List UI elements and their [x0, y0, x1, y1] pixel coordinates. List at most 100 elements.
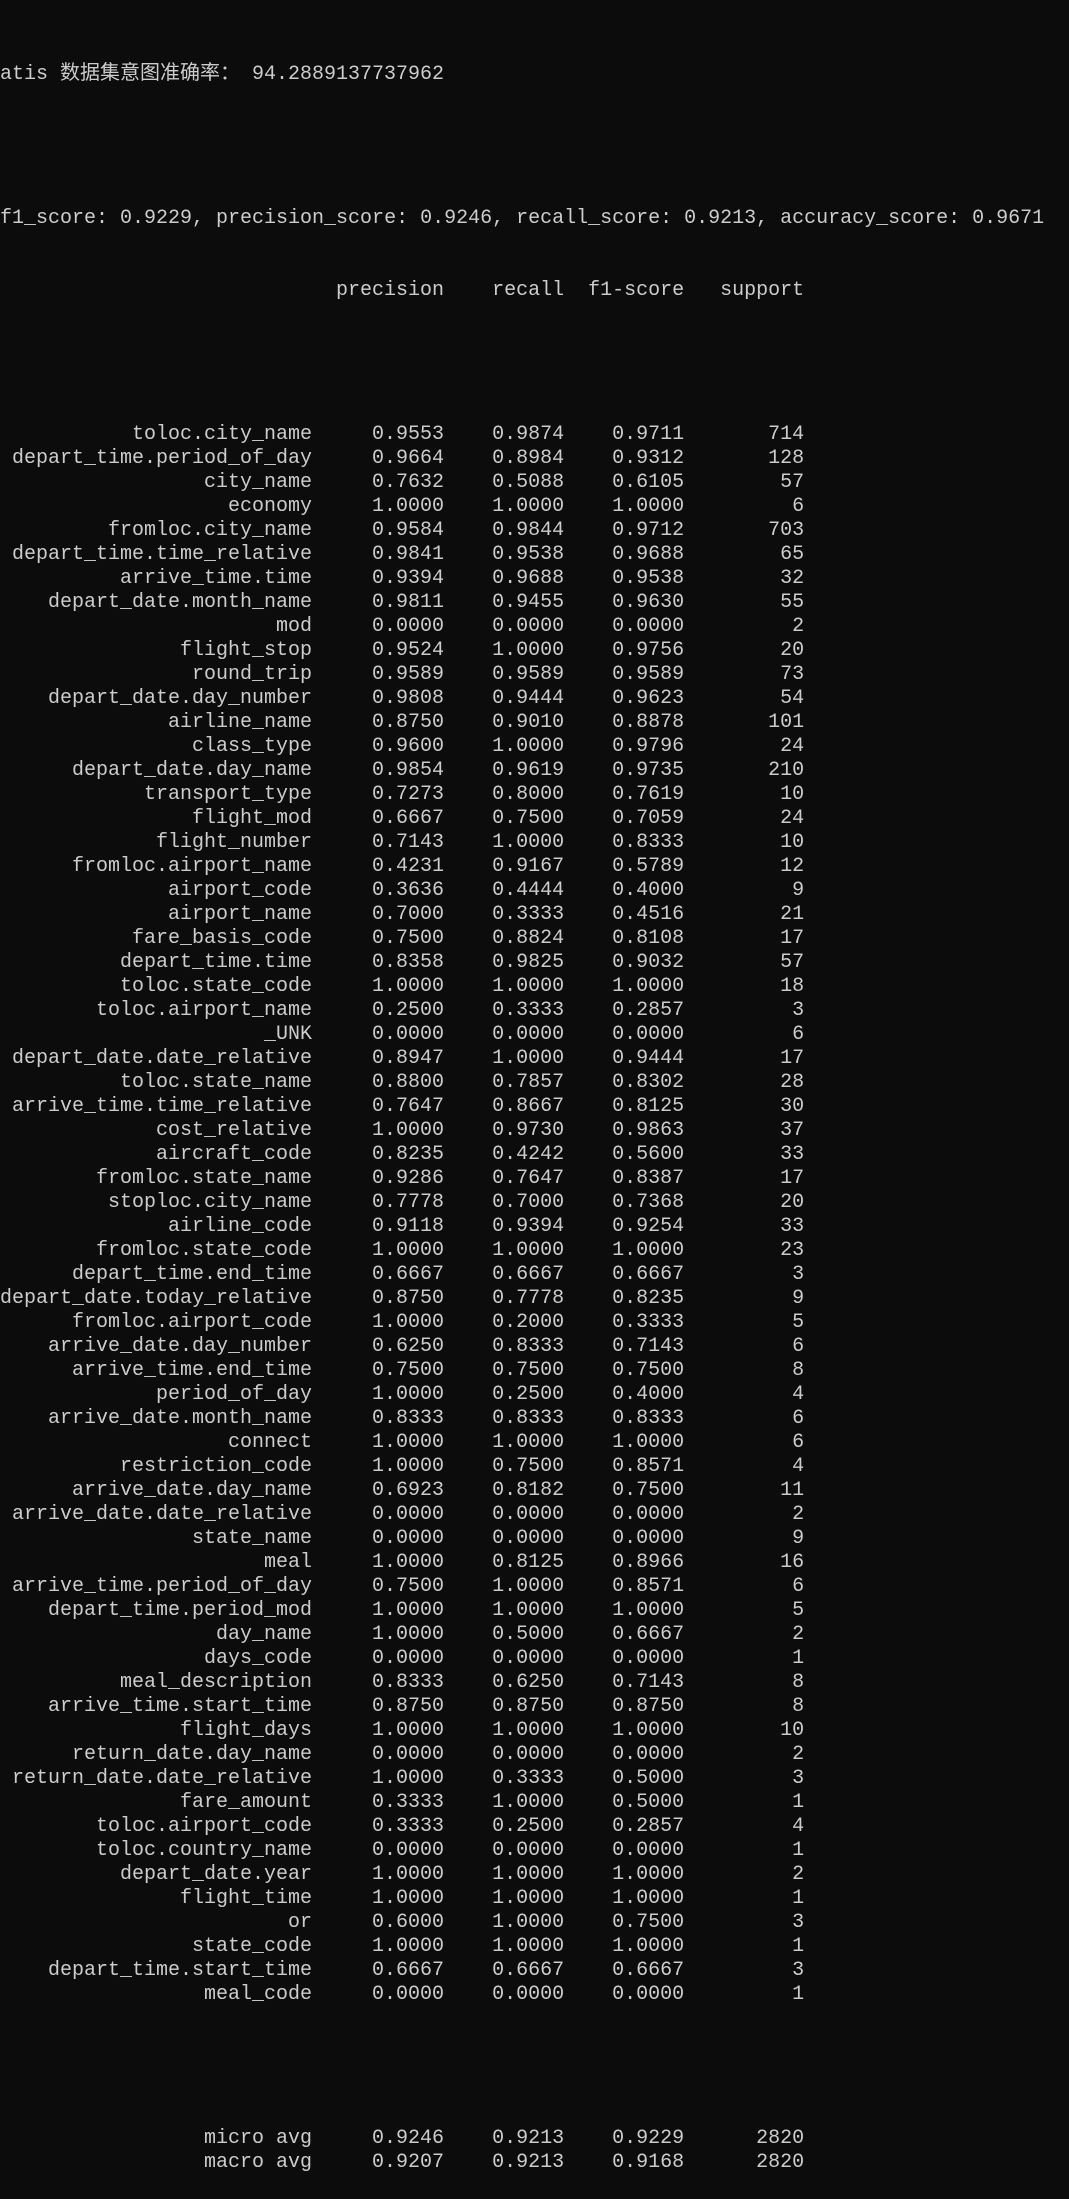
cell-label: micro avg — [204, 2127, 313, 2150]
cell-support: 5 — [792, 1311, 805, 1334]
cell-precision: 0.2500 — [372, 999, 445, 1022]
cell-recall: 1.0000 — [492, 831, 565, 854]
cell-label: meal — [264, 1551, 313, 1574]
cell-recall: 0.9213 — [492, 2127, 565, 2150]
cell-support: 9 — [792, 1287, 805, 1310]
cell-support: 11 — [780, 1479, 805, 1502]
cell-precision: 1.0000 — [372, 1551, 445, 1574]
table-row: airline_code 0.9118 0.9394 0.9254 33 — [0, 1215, 1069, 1239]
cell-support: 1 — [792, 1839, 805, 1862]
cell-support: 30 — [780, 1095, 805, 1118]
cell-support: 6 — [792, 1407, 805, 1430]
cell-label: toloc.state_code — [120, 975, 313, 998]
cell-support: 8 — [792, 1695, 805, 1718]
cell-f1-score: 0.0000 — [612, 1647, 685, 1670]
cell-label: arrive_time.end_time — [72, 1359, 313, 1382]
cell-f1-score: 0.4000 — [612, 1383, 685, 1406]
cell-recall: 0.7500 — [492, 1359, 565, 1382]
cell-precision: 0.6000 — [372, 1911, 445, 1934]
table-row: airport_code 0.3636 0.4444 0.4000 9 — [0, 879, 1069, 903]
cell-f1-score: 0.0000 — [612, 615, 685, 638]
table-row: arrive_date.month_name 0.8333 0.8333 0.8333… — [0, 1407, 1069, 1431]
cell-precision: 0.9553 — [372, 423, 445, 446]
cell-label: arrive_date.date_relative — [11, 1503, 313, 1526]
cell-label: depart_date.date_relative — [11, 1047, 313, 1070]
table-row: toloc.state_code 1.0000 1.0000 1.0000 18 — [0, 975, 1069, 999]
summary-line: f1_score: 0.9229, precision_score: 0.924… — [0, 207, 1045, 230]
cell-support: 2 — [792, 1623, 805, 1646]
cell-f1-score: 0.4000 — [612, 879, 685, 902]
table-row: depart_time.time 0.8358 0.9825 0.9032 57 — [0, 951, 1069, 975]
cell-precision: 0.7632 — [372, 471, 445, 494]
cell-support: 8 — [792, 1671, 805, 1694]
table-row: airport_name 0.7000 0.3333 0.4516 21 — [0, 903, 1069, 927]
cell-f1-score: 0.0000 — [612, 1023, 685, 1046]
cell-f1-score: 0.9589 — [612, 663, 685, 686]
cell-recall: 0.0000 — [492, 1527, 565, 1550]
cell-precision: 0.9286 — [372, 1167, 445, 1190]
table-row: arrive_time.end_time 0.7500 0.7500 0.7500 8 — [0, 1359, 1069, 1383]
cell-f1-score: 0.0000 — [612, 1503, 685, 1526]
cell-recall: 0.9589 — [492, 663, 565, 686]
cell-precision: 1.0000 — [372, 1383, 445, 1406]
cell-recall: 0.7778 — [492, 1287, 565, 1310]
cell-precision: 0.7143 — [372, 831, 445, 854]
cell-recall: 0.0000 — [492, 1023, 565, 1046]
cell-label: depart_time.time — [120, 951, 313, 974]
cell-precision: 0.9584 — [372, 519, 445, 542]
header-support: support — [720, 279, 805, 302]
table-row: flight_days 1.0000 1.0000 1.0000 10 — [0, 1719, 1069, 1743]
cell-f1-score: 0.7059 — [612, 807, 685, 830]
cell-recall: 0.2500 — [492, 1383, 565, 1406]
cell-precision: 0.0000 — [372, 1647, 445, 1670]
table-row: depart_date.year 1.0000 1.0000 1.0000 2 — [0, 1863, 1069, 1887]
cell-support: 1 — [792, 1935, 805, 1958]
cell-support: 23 — [780, 1239, 805, 1262]
table-row: arrive_time.time 0.9394 0.9688 0.9538 32 — [0, 567, 1069, 591]
cell-label: arrive_time.period_of_day — [11, 1575, 313, 1598]
cell-recall: 0.3333 — [492, 903, 565, 926]
cell-label: depart_time.end_time — [72, 1263, 313, 1286]
table-row: arrive_date.day_number 0.6250 0.8333 0.7143… — [0, 1335, 1069, 1359]
cell-support: 55 — [780, 591, 805, 614]
cell-support: 2820 — [756, 2127, 805, 2150]
cell-precision: 0.0000 — [372, 1839, 445, 1862]
cell-precision: 0.7647 — [372, 1095, 445, 1118]
cell-label: flight_mod — [192, 807, 313, 830]
cell-precision: 0.9808 — [372, 687, 445, 710]
cell-label: meal_code — [204, 1983, 313, 2006]
cell-f1-score: 0.9444 — [612, 1047, 685, 1070]
cell-support: 17 — [780, 1167, 805, 1190]
table-row: fromloc.airport_name 0.4231 0.9167 0.5789 12 — [0, 855, 1069, 879]
table-row: days_code 0.0000 0.0000 0.0000 1 — [0, 1647, 1069, 1671]
cell-recall: 0.0000 — [492, 615, 565, 638]
report-header: precision recall f1-score support — [0, 279, 1069, 303]
cell-f1-score: 0.7368 — [612, 1191, 685, 1214]
cell-f1-score: 1.0000 — [612, 1599, 685, 1622]
report-rows: toloc.city_name 0.9553 0.9874 0.9711 714 depa… — [0, 423, 1069, 2007]
cell-recall: 1.0000 — [492, 1575, 565, 1598]
cell-support: 10 — [780, 831, 805, 854]
cell-support: 210 — [768, 759, 805, 782]
cell-recall: 1.0000 — [492, 735, 565, 758]
cell-support: 6 — [792, 1575, 805, 1598]
cell-recall: 0.8824 — [492, 927, 565, 950]
cell-f1-score: 1.0000 — [612, 1863, 685, 1886]
cell-precision: 0.9600 — [372, 735, 445, 758]
cell-f1-score: 0.7500 — [612, 1911, 685, 1934]
cell-recall: 0.8333 — [492, 1407, 565, 1430]
cell-support: 2820 — [756, 2151, 805, 2174]
cell-precision: 0.8750 — [372, 1287, 445, 1310]
cell-label: restriction_code — [120, 1455, 313, 1478]
cell-label: mod — [276, 615, 313, 638]
cell-precision: 0.8358 — [372, 951, 445, 974]
table-row: arrive_date.date_relative 0.0000 0.0000 0.0… — [0, 1503, 1069, 1527]
cell-label: transport_type — [144, 783, 313, 806]
cell-f1-score: 0.8302 — [612, 1071, 685, 1094]
cell-label: stoploc.city_name — [108, 1191, 313, 1214]
cell-recall: 0.2000 — [492, 1311, 565, 1334]
cell-precision: 0.9394 — [372, 567, 445, 590]
cell-support: 4 — [792, 1455, 805, 1478]
cell-label: city_name — [204, 471, 313, 494]
